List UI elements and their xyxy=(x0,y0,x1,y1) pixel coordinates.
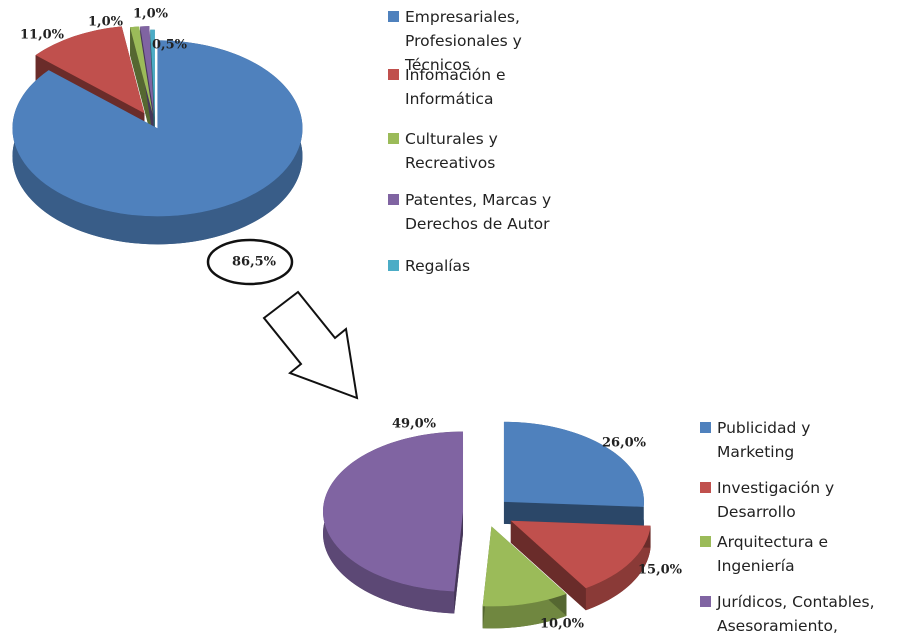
arrow xyxy=(262,290,359,400)
slice-side xyxy=(585,525,651,611)
slice-wall xyxy=(150,29,155,146)
value-label: 11,0% xyxy=(20,28,65,43)
value-label: 49,0% xyxy=(392,417,437,432)
slice xyxy=(482,526,567,607)
value-label: 86,5% xyxy=(232,255,277,270)
legend-swatch xyxy=(388,11,399,22)
slice xyxy=(150,29,155,118)
legend-label: Investigación y Desarrollo xyxy=(717,479,835,521)
legend-item: Investigación y Desarrollo xyxy=(700,476,878,524)
value-label: 1,0% xyxy=(88,15,124,30)
legend-swatch xyxy=(700,536,711,547)
highlight-circle xyxy=(206,238,294,286)
legend-label: Regalías xyxy=(405,257,471,275)
legend-item: Infomación e Informática xyxy=(388,63,588,111)
value-label: 1,0% xyxy=(133,7,169,22)
legend-swatch xyxy=(388,69,399,80)
legend-item: Regalías xyxy=(388,254,588,278)
slice-side xyxy=(482,593,567,629)
legend-swatch xyxy=(388,260,399,271)
legend-label: Arquitectura e Ingeniería xyxy=(717,533,829,575)
legend-swatch xyxy=(388,194,399,205)
legend-label: Patentes, Marcas y Derechos de Autor xyxy=(405,191,552,233)
legend-label: Jurídicos, Contables, Asesoramiento, Otr… xyxy=(717,593,875,635)
pies: 86,5% 11,0% 1,0% 1,0% 0,5% 26,0% 15,0% 10,0% 49,… xyxy=(12,7,683,632)
legend-item: Arquitectura e Ingeniería xyxy=(700,530,878,578)
legend-label: Culturales y Recreativos xyxy=(405,130,498,172)
legend-item: Jurídicos, Contables, Asesoramiento, Otr… xyxy=(700,590,878,636)
slice xyxy=(323,431,464,592)
slice-wall xyxy=(510,520,586,611)
legend-item: Culturales y Recreativos xyxy=(388,127,588,175)
slice xyxy=(510,520,651,589)
value-label: 10,0% xyxy=(540,617,585,632)
legend-swatch xyxy=(388,133,399,144)
slice xyxy=(35,26,145,114)
slice xyxy=(12,40,303,217)
legend-item: Patentes, Marcas y Derechos de Autor xyxy=(388,188,588,236)
legend-swatch xyxy=(700,596,711,607)
value-label: 0,5% xyxy=(152,38,188,53)
slice-wall xyxy=(454,511,464,614)
legend-item: Empresariales, Profesionales y Técnicos xyxy=(388,5,588,77)
value-label: 26,0% xyxy=(602,436,647,451)
slice xyxy=(130,26,153,115)
legend-label: Publicidad y Marketing xyxy=(717,419,811,461)
legend-item: Publicidad y Marketing xyxy=(700,416,878,464)
value-label: 15,0% xyxy=(638,563,683,578)
slice xyxy=(503,421,644,507)
legend-label: Empresariales, Profesionales y Técnicos xyxy=(405,8,522,74)
legend-swatch xyxy=(700,482,711,493)
legend-label: Infomación e Informática xyxy=(405,66,506,108)
legend-swatch xyxy=(700,422,711,433)
slice-wall xyxy=(130,27,153,143)
slice xyxy=(140,26,154,115)
